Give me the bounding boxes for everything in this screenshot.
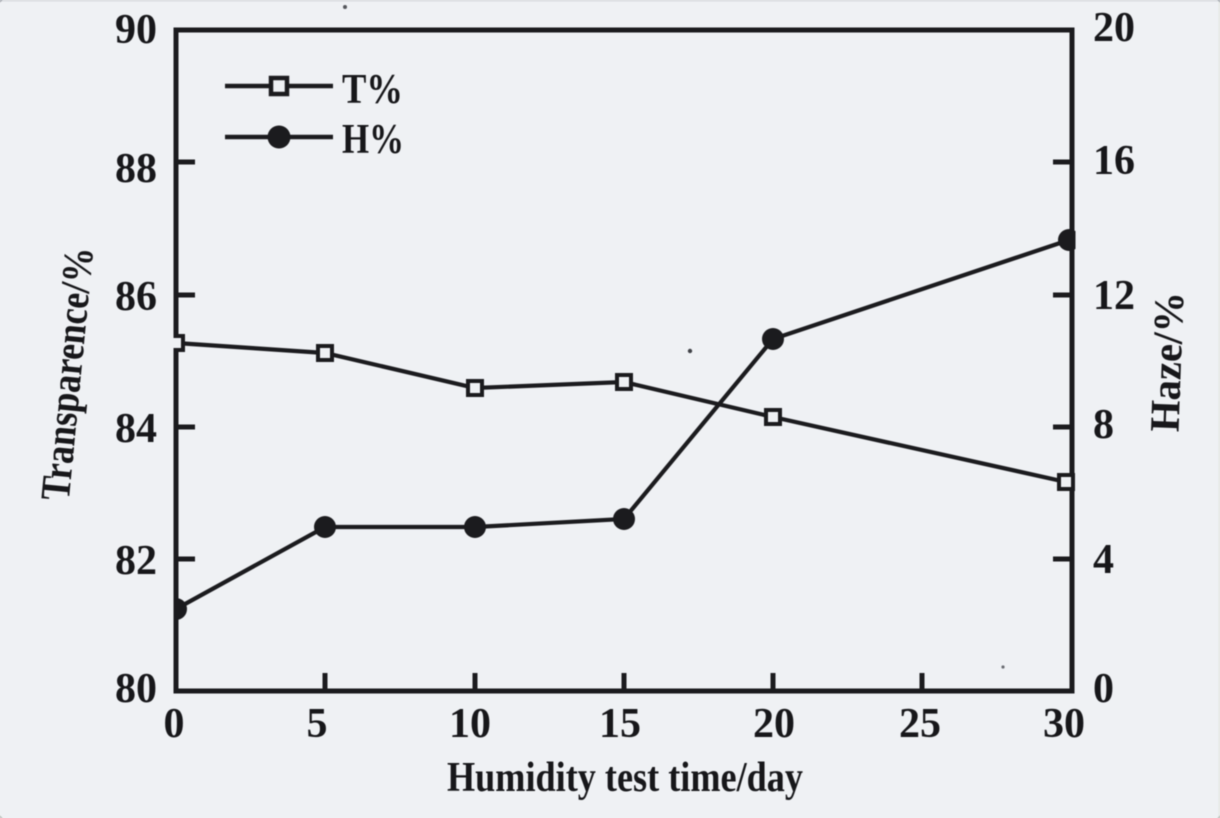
svg-text:8: 8 bbox=[1093, 402, 1114, 448]
svg-text:5: 5 bbox=[307, 701, 328, 747]
svg-text:88: 88 bbox=[115, 146, 157, 192]
svg-text:15: 15 bbox=[599, 701, 641, 747]
svg-text:82: 82 bbox=[115, 538, 157, 584]
svg-text:0: 0 bbox=[1093, 666, 1114, 712]
svg-text:Humidity test time/day: Humidity test time/day bbox=[447, 755, 803, 801]
svg-text:12: 12 bbox=[1093, 273, 1135, 319]
svg-text:4: 4 bbox=[1093, 537, 1114, 583]
svg-text:30: 30 bbox=[1043, 701, 1085, 747]
svg-text:Haze/%: Haze/% bbox=[1143, 291, 1194, 433]
svg-text:10: 10 bbox=[449, 701, 491, 747]
svg-text:84: 84 bbox=[115, 406, 157, 452]
svg-text:20: 20 bbox=[1093, 5, 1135, 51]
svg-text:0: 0 bbox=[164, 701, 185, 747]
svg-text:H%: H% bbox=[342, 117, 404, 163]
svg-text:16: 16 bbox=[1093, 138, 1135, 184]
svg-text:90: 90 bbox=[115, 7, 157, 53]
svg-text:T%: T% bbox=[342, 67, 403, 113]
svg-text:86: 86 bbox=[115, 274, 157, 320]
svg-text:20: 20 bbox=[753, 701, 795, 747]
svg-text:25: 25 bbox=[899, 701, 941, 747]
svg-text:80: 80 bbox=[115, 666, 157, 712]
